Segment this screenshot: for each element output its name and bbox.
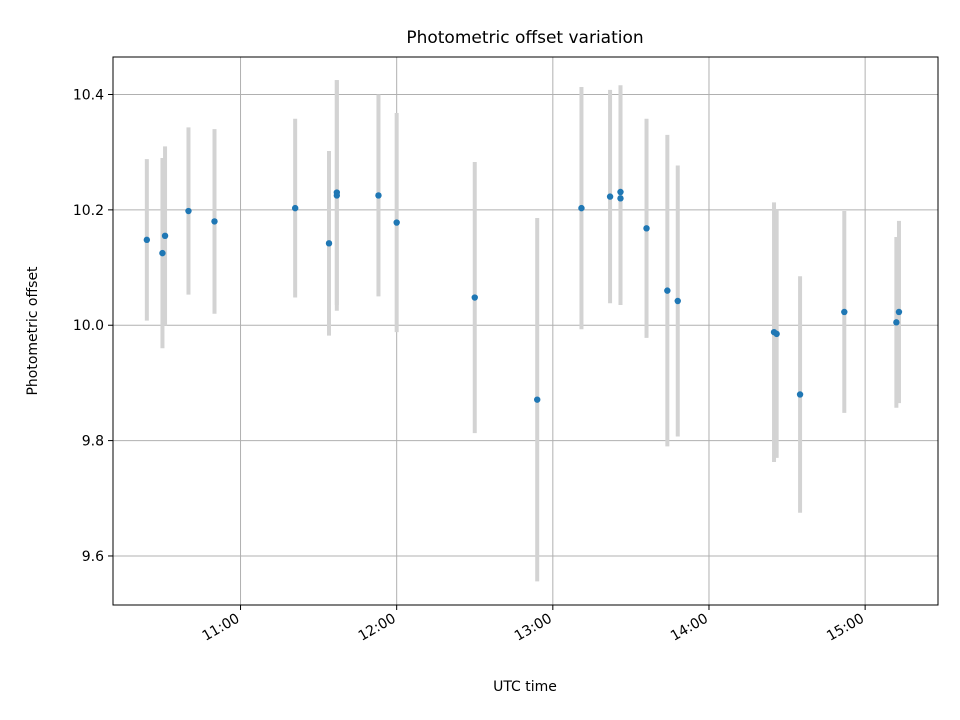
data-point: [161, 232, 169, 240]
data-point: [796, 391, 804, 398]
plot-frame: [112, 56, 939, 606]
data-point: [333, 192, 341, 199]
data-point: [159, 249, 166, 257]
data-point: [617, 195, 624, 202]
data-point: [325, 240, 333, 247]
y-tick-label: 10.0: [73, 318, 104, 334]
x-axis-label: UTC time: [493, 679, 557, 695]
data-points: [143, 188, 903, 403]
y-tick-label: 10.2: [73, 203, 104, 219]
data-point: [375, 192, 382, 199]
y-axis-ticks: 9.6 9.8 10.0 10.2 10.4: [73, 87, 113, 565]
data-point: [471, 294, 478, 301]
y-tick-label: 9.6: [82, 549, 104, 565]
chart-title: Photometric offset variation: [406, 28, 643, 48]
y-tick-label: 9.8: [82, 434, 104, 450]
data-point: [895, 308, 903, 316]
y-axis-label: Photometric offset: [25, 266, 41, 396]
data-point: [674, 297, 681, 305]
data-point: [185, 207, 192, 215]
data-point: [841, 308, 848, 316]
data-point: [664, 287, 671, 294]
data-point: [578, 204, 585, 212]
y-tick-label: 10.4: [73, 87, 104, 103]
data-point: [893, 319, 900, 326]
data-point: [606, 193, 614, 200]
data-point: [617, 188, 624, 196]
data-point: [773, 330, 780, 338]
data-point: [143, 236, 151, 244]
data-point: [291, 204, 299, 212]
data-point: [211, 218, 218, 225]
data-point: [393, 219, 400, 226]
data-point: [534, 396, 541, 403]
data-point: [643, 225, 650, 232]
